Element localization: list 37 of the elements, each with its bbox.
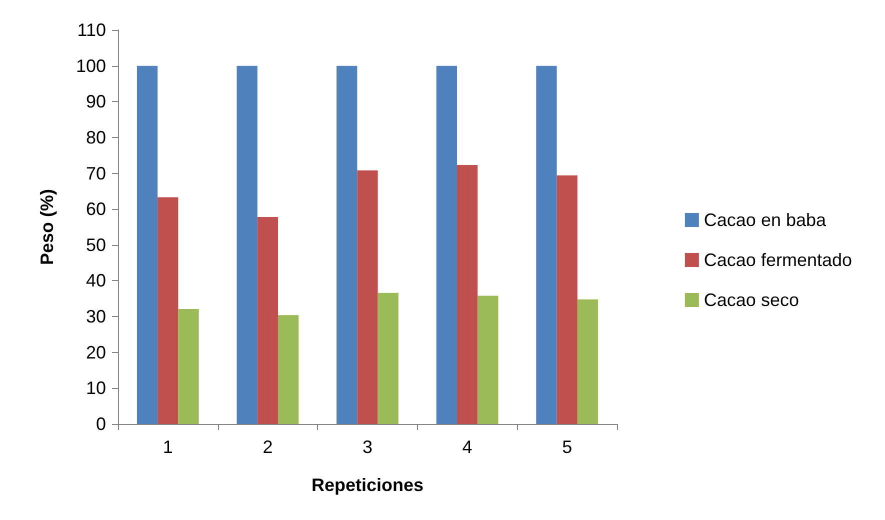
bar xyxy=(357,170,378,424)
y-tick-label: 10 xyxy=(86,378,106,398)
y-tick-label: 90 xyxy=(86,92,106,112)
y-tick-label: 40 xyxy=(86,270,106,291)
legend-label: Cacao fermentado xyxy=(704,250,852,270)
legend-label: Cacao seco xyxy=(704,290,799,310)
bar xyxy=(178,309,199,424)
bar xyxy=(378,292,398,424)
y-tick-label: 50 xyxy=(86,234,106,255)
bar xyxy=(136,66,158,424)
x-tick-label: 1 xyxy=(162,437,173,457)
x-tick-label: 5 xyxy=(562,437,572,457)
bar xyxy=(556,175,578,424)
bar xyxy=(158,197,178,424)
bar xyxy=(436,66,457,424)
bar xyxy=(336,66,358,424)
x-tick-label: 3 xyxy=(362,437,373,457)
y-tick-label: 100 xyxy=(76,56,106,76)
y-tick-label: 30 xyxy=(86,306,106,327)
y-tick-label: 110 xyxy=(77,20,106,40)
y-tick-label: 60 xyxy=(86,199,106,220)
bar xyxy=(478,296,498,424)
bar xyxy=(278,315,299,424)
x-axis-title: Repeticiones xyxy=(311,475,424,495)
bar xyxy=(236,66,258,424)
y-tick-label: 20 xyxy=(86,342,106,362)
bar xyxy=(456,165,478,424)
legend-label: Cacao en baba xyxy=(704,210,827,230)
y-axis-title: Peso (%) xyxy=(37,188,57,266)
x-tick-label: 4 xyxy=(462,437,472,457)
bar xyxy=(257,216,278,424)
x-tick-label: 2 xyxy=(262,437,273,457)
bar xyxy=(577,299,598,424)
y-tick-label: 70 xyxy=(86,163,106,184)
y-tick-label: 0 xyxy=(96,414,106,434)
bar xyxy=(536,66,557,424)
y-tick-label: 80 xyxy=(86,127,106,148)
